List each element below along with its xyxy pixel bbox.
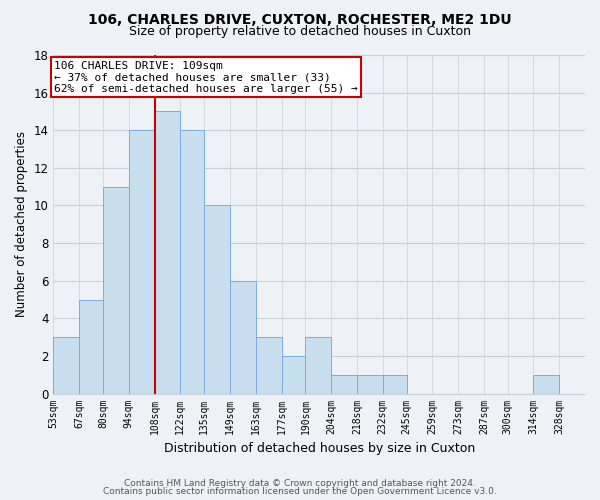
Bar xyxy=(331,374,357,394)
Text: Size of property relative to detached houses in Cuxton: Size of property relative to detached ho… xyxy=(129,25,471,38)
Bar xyxy=(155,112,181,394)
Bar xyxy=(79,300,103,394)
Bar xyxy=(181,130,204,394)
Text: 106, CHARLES DRIVE, CUXTON, ROCHESTER, ME2 1DU: 106, CHARLES DRIVE, CUXTON, ROCHESTER, M… xyxy=(88,12,512,26)
Text: 106 CHARLES DRIVE: 109sqm
← 37% of detached houses are smaller (33)
62% of semi-: 106 CHARLES DRIVE: 109sqm ← 37% of detac… xyxy=(55,60,358,94)
Bar xyxy=(256,337,281,394)
Text: Contains public sector information licensed under the Open Government Licence v3: Contains public sector information licen… xyxy=(103,487,497,496)
Y-axis label: Number of detached properties: Number of detached properties xyxy=(15,132,28,318)
Bar xyxy=(357,374,383,394)
X-axis label: Distribution of detached houses by size in Cuxton: Distribution of detached houses by size … xyxy=(164,442,475,455)
Bar xyxy=(204,206,230,394)
Bar xyxy=(533,374,559,394)
Bar xyxy=(129,130,155,394)
Bar xyxy=(281,356,305,394)
Bar xyxy=(53,337,79,394)
Bar xyxy=(305,337,331,394)
Bar xyxy=(383,374,407,394)
Text: Contains HM Land Registry data © Crown copyright and database right 2024.: Contains HM Land Registry data © Crown c… xyxy=(124,478,476,488)
Bar xyxy=(103,186,129,394)
Bar xyxy=(230,280,256,394)
